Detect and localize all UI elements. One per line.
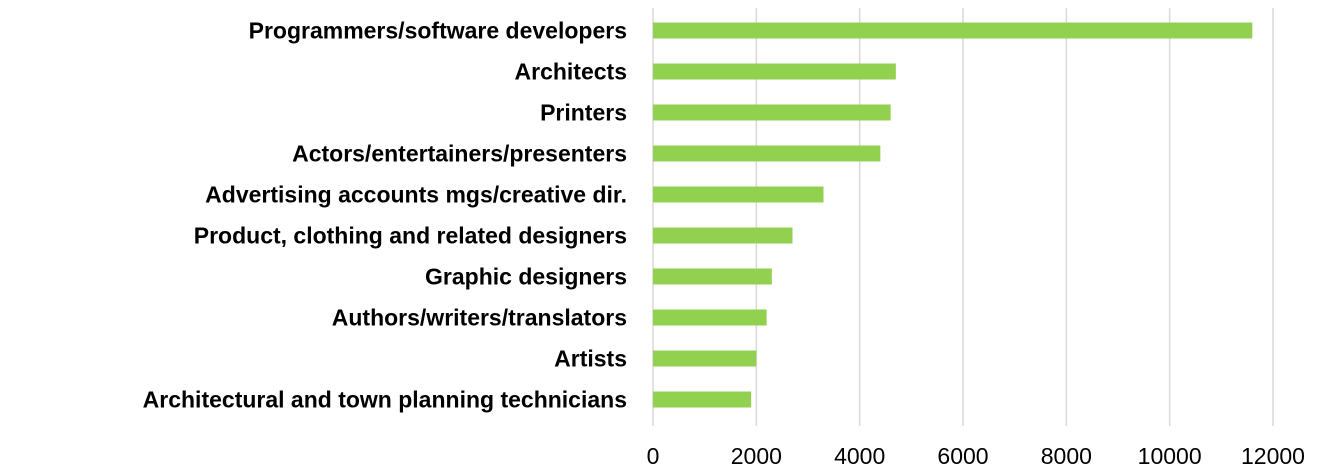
x-tick-label: 10000 <box>1138 443 1202 469</box>
x-tick-labels: 0 2000 4000 6000 8000 10000 12000 <box>647 443 1305 469</box>
category-labels: Programmers/software developers Architect… <box>143 18 627 413</box>
x-tick-label: 8000 <box>1041 443 1092 469</box>
bar <box>653 391 752 408</box>
category-label: Architects <box>515 59 627 85</box>
bar <box>653 350 757 367</box>
category-label: Graphic designers <box>425 264 627 290</box>
x-tick-label: 0 <box>647 443 660 469</box>
bar <box>653 268 772 285</box>
bar <box>653 145 881 162</box>
bar <box>653 63 896 80</box>
category-label: Product, clothing and related designers <box>194 223 627 249</box>
category-label: Actors/entertainers/presenters <box>292 141 627 167</box>
bar <box>653 22 1253 39</box>
x-tick-label: 2000 <box>731 443 782 469</box>
x-tick-label: 4000 <box>834 443 885 469</box>
category-label: Printers <box>540 100 627 126</box>
category-label: Advertising accounts mgs/creative dir. <box>205 182 627 208</box>
category-label: Authors/writers/translators <box>332 305 627 331</box>
x-tick-label: 12000 <box>1241 443 1305 469</box>
bar <box>653 104 891 121</box>
bar <box>653 186 824 203</box>
category-label: Artists <box>554 346 627 372</box>
category-label: Programmers/software developers <box>249 18 627 44</box>
bar <box>653 227 793 244</box>
x-tick-label: 6000 <box>937 443 988 469</box>
category-label: Architectural and town planning technici… <box>143 387 627 413</box>
bar <box>653 309 767 326</box>
bars <box>653 22 1253 408</box>
